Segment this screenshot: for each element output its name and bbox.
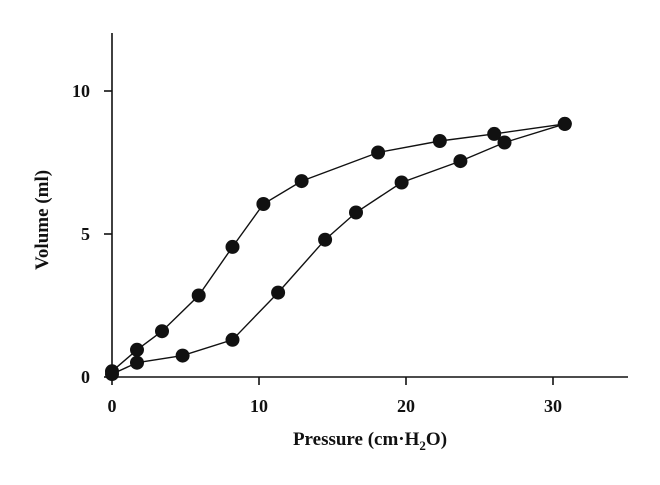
data-point	[130, 342, 144, 357]
data-point	[225, 239, 240, 254]
x-tick-label: 30	[544, 396, 562, 416]
data-point	[225, 332, 240, 347]
y-tick-label: 0	[81, 367, 90, 387]
data-point	[349, 205, 363, 220]
data-point	[394, 175, 409, 190]
series-line-1	[111, 123, 565, 372]
data-point	[318, 232, 333, 247]
y-tick-label: 5	[81, 224, 90, 244]
data-point	[105, 367, 119, 382]
data-point	[155, 324, 169, 339]
data-point	[371, 145, 386, 160]
data-point	[432, 134, 447, 148]
data-point	[256, 197, 271, 211]
data-point	[497, 135, 512, 150]
data-point	[487, 126, 502, 141]
data-point	[294, 174, 309, 189]
ticks: 0 10 20 30 0 5 10	[72, 81, 562, 416]
series-line-2	[111, 123, 566, 375]
x-tick-label: 0	[108, 396, 117, 416]
data-point	[271, 285, 286, 300]
series-layer	[105, 116, 572, 382]
data-point	[557, 116, 572, 131]
axes	[111, 33, 628, 378]
x-tick-label: 20	[397, 396, 415, 416]
data-point	[453, 154, 468, 169]
y-tick-label: 10	[72, 81, 90, 101]
y-axis-title: Volume (ml)	[32, 170, 53, 270]
data-point	[130, 355, 144, 370]
x-tick-label: 10	[250, 396, 268, 416]
data-point	[191, 288, 206, 303]
x-axis-title: Pressure (cm·H2O)	[293, 429, 447, 453]
data-point	[175, 348, 190, 363]
